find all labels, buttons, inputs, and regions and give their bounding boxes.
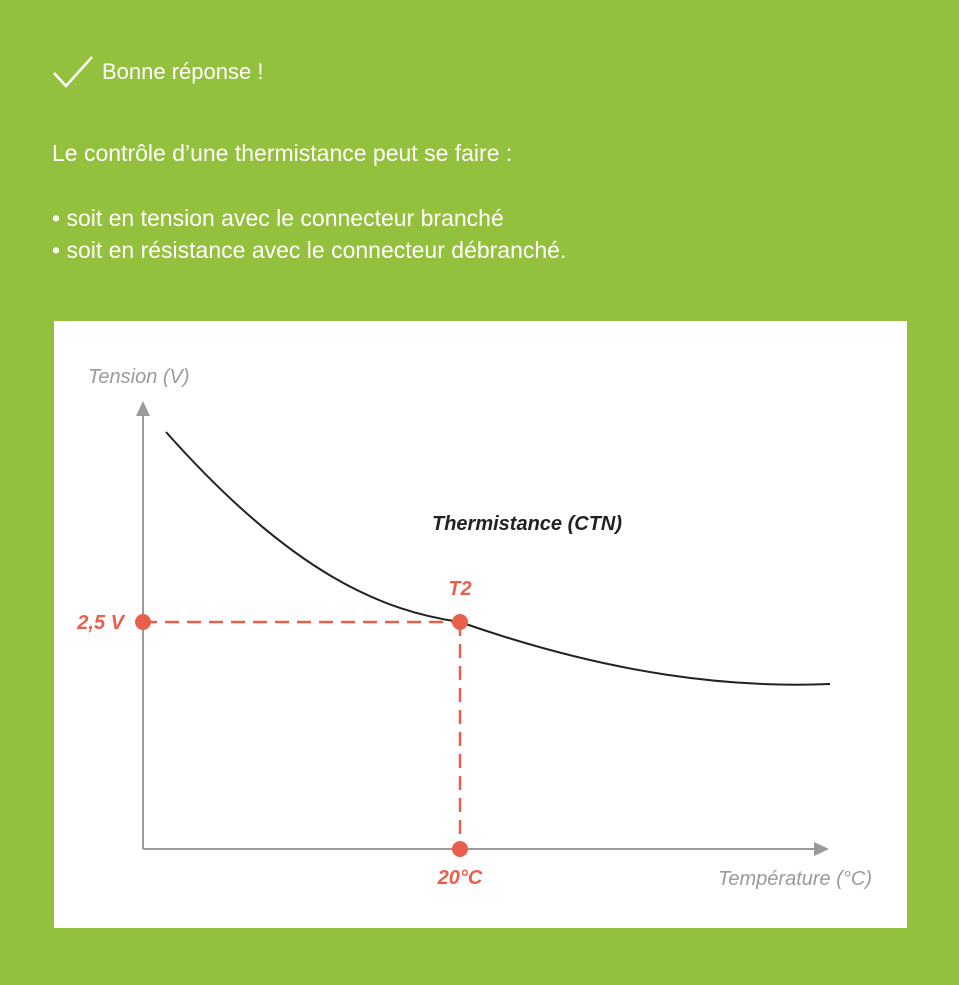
y-value-label: 2,5 V — [76, 612, 125, 634]
ctn-curve — [165, 431, 831, 686]
curve-label: Thermistance (CTN) — [432, 513, 622, 535]
y-axis-arrow-icon — [136, 401, 150, 416]
checkmark-icon — [52, 55, 94, 89]
y-value-point — [135, 614, 151, 630]
x-value-point — [452, 841, 468, 857]
intro-text: Le contrôle d’une thermistance peut se f… — [52, 140, 513, 166]
thermistor-chart: Tension (V) Température (°C) Thermistanc… — [76, 366, 872, 890]
x-axis-label: Température (°C) — [718, 868, 872, 890]
t2-label: T2 — [448, 578, 471, 600]
bullet-item: soit en résistance avec le connecteur dé… — [52, 234, 566, 266]
x-value-label: 20°C — [437, 867, 483, 889]
bullet-list: soit en tension avec le connecteur branc… — [52, 202, 566, 266]
y-axis-label: Tension (V) — [88, 366, 190, 388]
feedback-label: Bonne réponse ! — [102, 59, 264, 84]
t2-point — [452, 614, 468, 630]
x-axis-arrow-icon — [814, 842, 829, 856]
chart-panel: Tension (V) Température (°C) Thermistanc… — [54, 321, 907, 928]
bullet-item: soit en tension avec le connecteur branc… — [52, 202, 566, 234]
feedback-banner: Bonne réponse ! — [52, 55, 263, 89]
